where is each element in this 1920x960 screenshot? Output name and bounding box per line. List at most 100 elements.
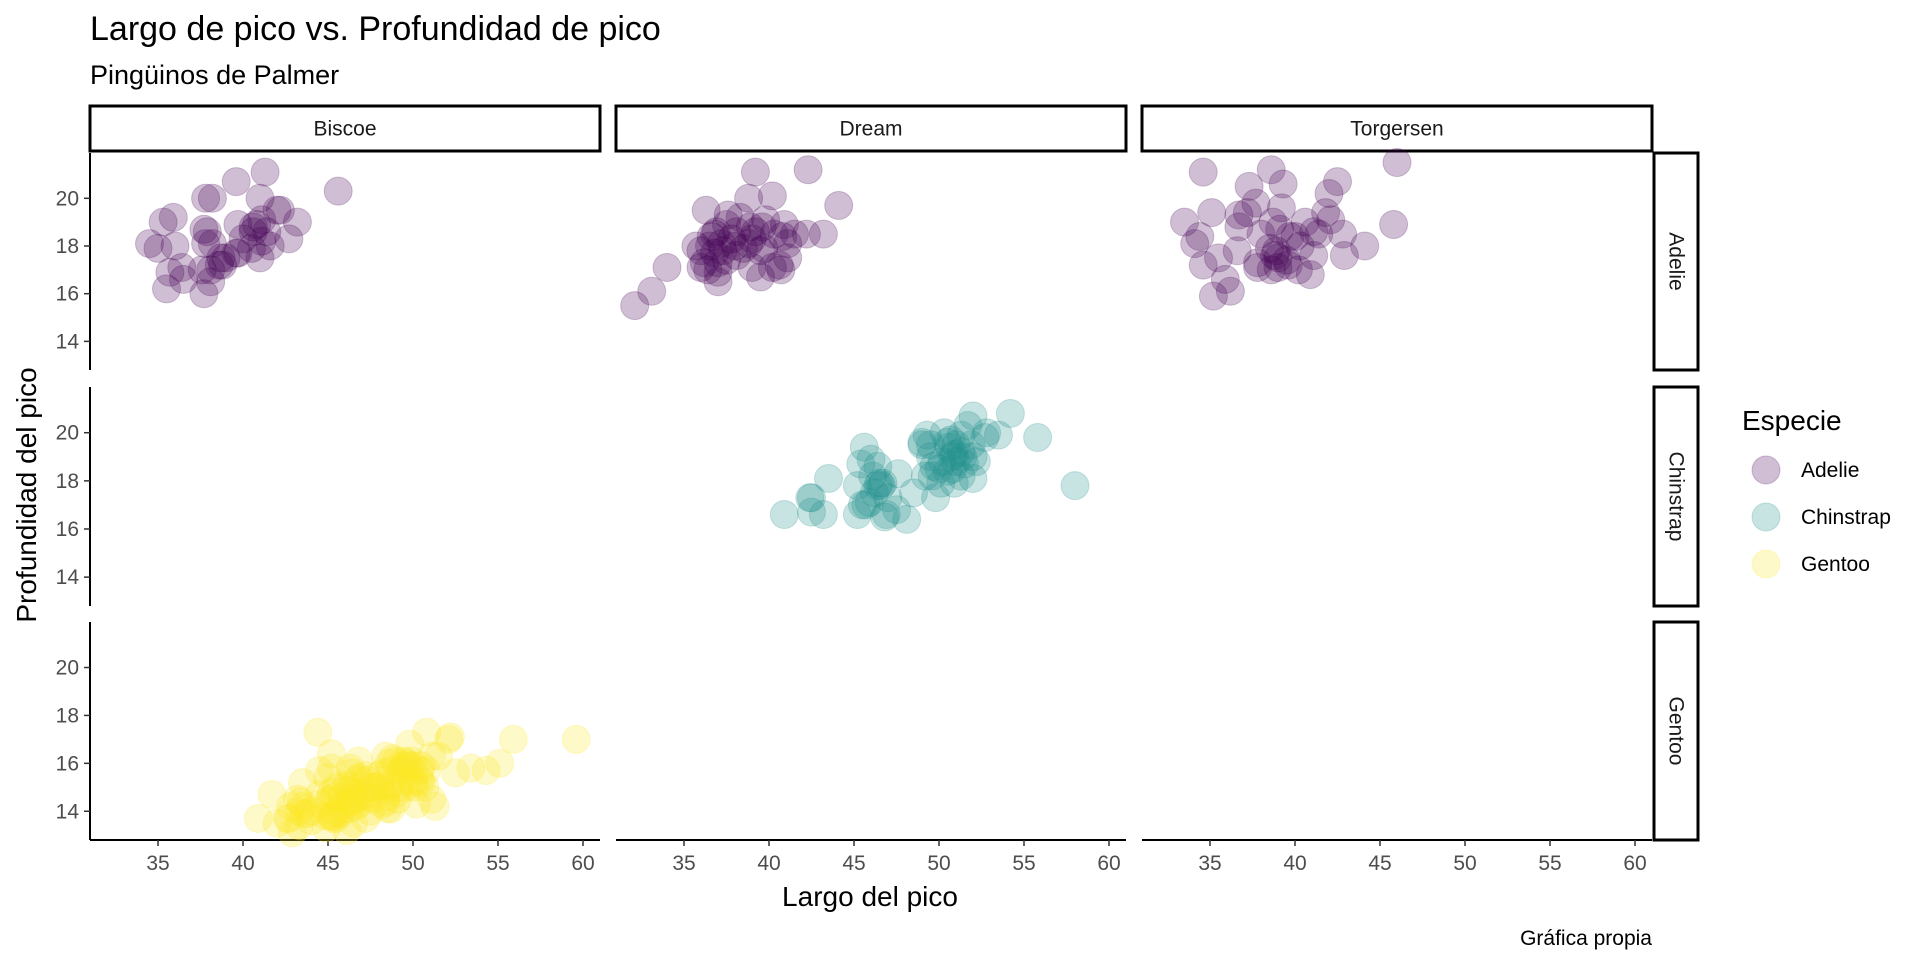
data-point xyxy=(768,221,798,251)
data-point xyxy=(1316,205,1346,235)
data-point xyxy=(910,461,940,491)
data-point xyxy=(296,796,326,826)
data-point xyxy=(1224,200,1254,230)
data-point xyxy=(158,202,188,232)
data-point xyxy=(350,803,380,833)
data-point xyxy=(272,803,302,833)
data-point xyxy=(868,468,898,498)
data-point xyxy=(1060,471,1090,501)
data-point xyxy=(435,722,465,752)
data-point xyxy=(344,789,374,819)
legend-label: Adelie xyxy=(1801,459,1859,482)
data-point xyxy=(637,276,667,306)
data-point xyxy=(376,770,406,800)
data-point xyxy=(1285,231,1315,261)
y-tick-label: 20 xyxy=(56,187,79,210)
data-point xyxy=(410,772,440,802)
data-point xyxy=(371,741,401,771)
data-point xyxy=(286,787,316,817)
data-point xyxy=(284,811,314,841)
data-point xyxy=(921,483,951,513)
data-point xyxy=(405,765,435,795)
data-point xyxy=(1241,188,1271,218)
legend: Especie Adelie Chinstrap Gentoo xyxy=(1742,405,1891,579)
data-point xyxy=(899,478,928,508)
data-point xyxy=(400,772,430,802)
facet-strip-label: Chinstrap xyxy=(1665,452,1688,542)
data-point xyxy=(1234,171,1264,201)
data-point xyxy=(842,471,872,501)
legend-title: Especie xyxy=(1742,405,1842,436)
data-point xyxy=(939,439,969,469)
data-point xyxy=(1304,219,1334,249)
data-point xyxy=(808,500,838,530)
data-point xyxy=(247,226,277,256)
data-point xyxy=(456,753,486,783)
data-point xyxy=(703,248,733,278)
data-point xyxy=(696,221,726,251)
data-point xyxy=(737,224,767,254)
data-point xyxy=(1290,207,1320,237)
data-point xyxy=(296,806,326,836)
data-point xyxy=(793,155,823,185)
data-point xyxy=(871,500,901,530)
data-point xyxy=(1256,255,1286,285)
data-point xyxy=(485,748,515,778)
facet-strip-label: Dream xyxy=(839,118,902,141)
data-point xyxy=(814,463,843,493)
data-point xyxy=(1268,169,1298,199)
y-tick-label: 18 xyxy=(56,235,79,258)
data-point xyxy=(924,454,954,484)
data-point xyxy=(344,746,374,776)
data-point xyxy=(946,420,976,450)
legend-key-adelie xyxy=(1751,455,1781,485)
data-point xyxy=(938,454,968,484)
data-point xyxy=(274,224,304,254)
legend-label: Gentoo xyxy=(1801,553,1870,576)
facet-grid: Biscoe Dream Torgersen Adelie Chinstrap Gento… xyxy=(56,104,1700,875)
data-point xyxy=(208,250,238,280)
panel-biscoe-gentoo xyxy=(243,717,591,848)
legend-label: Chinstrap xyxy=(1801,506,1891,529)
x-tick-label: 40 xyxy=(1283,852,1306,875)
data-point xyxy=(339,777,368,807)
data-point xyxy=(842,500,872,530)
data-point xyxy=(340,791,370,821)
data-point xyxy=(808,219,838,249)
data-point xyxy=(322,799,351,829)
facet-strip-label: Torgersen xyxy=(1350,118,1443,141)
data-point xyxy=(734,229,764,259)
data-point xyxy=(252,217,282,247)
data-point xyxy=(395,729,425,759)
data-point xyxy=(276,791,306,821)
data-point xyxy=(167,252,197,282)
data-point xyxy=(381,746,411,776)
data-point xyxy=(712,210,741,240)
data-point xyxy=(933,427,962,457)
data-point xyxy=(412,756,442,786)
data-point xyxy=(282,784,312,814)
data-point xyxy=(933,456,962,486)
data-point xyxy=(371,787,401,817)
data-point xyxy=(751,205,781,235)
data-point xyxy=(238,217,268,247)
data-point xyxy=(859,478,889,508)
data-point xyxy=(722,217,752,247)
data-point xyxy=(883,459,913,489)
data-point xyxy=(327,782,357,812)
data-point xyxy=(288,768,317,798)
data-point xyxy=(1188,250,1218,280)
data-point xyxy=(620,291,650,321)
data-point xyxy=(262,808,292,838)
x-tick-label: 55 xyxy=(1012,852,1035,875)
data-point xyxy=(1329,241,1359,271)
data-point xyxy=(350,760,380,790)
data-point xyxy=(708,236,738,266)
data-point xyxy=(374,748,404,778)
data-point xyxy=(373,772,402,802)
data-point xyxy=(325,799,355,829)
data-point xyxy=(686,252,716,282)
data-point xyxy=(282,207,312,237)
data-point xyxy=(191,183,221,213)
data-point xyxy=(228,224,258,254)
